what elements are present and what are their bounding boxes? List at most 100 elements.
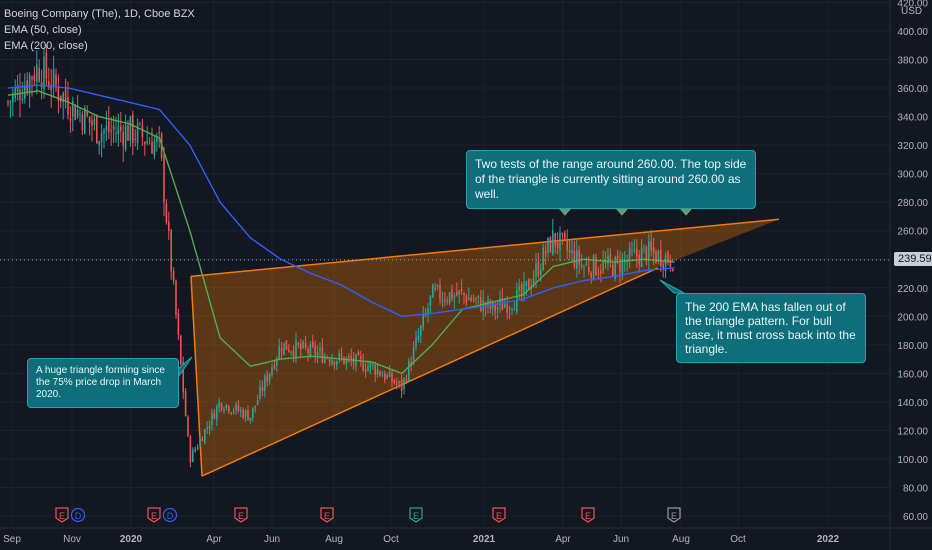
- callout-left-pointer: [178, 356, 193, 378]
- candle-body: [345, 357, 348, 364]
- candle-body: [132, 114, 134, 143]
- candle-body: [266, 375, 268, 382]
- candle-body: [499, 298, 501, 305]
- candle-body: [165, 203, 168, 223]
- candle-body: [631, 250, 633, 252]
- candle-body: [122, 132, 124, 146]
- candle-body: [482, 299, 484, 312]
- candle-body: [196, 447, 199, 450]
- candle-body: [420, 325, 422, 336]
- dividend-marker-icon: [70, 507, 86, 523]
- candle-body: [177, 313, 180, 335]
- candle-body: [48, 81, 50, 88]
- candle-body: [172, 270, 175, 282]
- annotation-triangle-forming[interactable]: A huge triangle forming since the 75% pr…: [27, 358, 179, 408]
- candle-body: [7, 101, 9, 103]
- candle-body: [496, 307, 499, 310]
- x-tick-label: 2020: [120, 534, 143, 545]
- ema-200-label[interactable]: EMA (200, close): [4, 40, 88, 52]
- candle-body: [364, 369, 367, 372]
- candle-body: [72, 100, 74, 117]
- y-tick-label: 100.00: [897, 455, 928, 466]
- candle-body: [357, 352, 360, 356]
- annotation-ema-200[interactable]: The 200 EMA has fallen out of the triang…: [676, 293, 866, 363]
- candle-body: [100, 132, 103, 143]
- candle-body: [192, 450, 194, 462]
- candle-body: [405, 379, 408, 382]
- candle-body: [367, 365, 369, 371]
- candle-body: [429, 295, 432, 306]
- candle-body: [300, 344, 302, 350]
- candle-body: [237, 405, 240, 411]
- triangle-upper-line: [190, 218, 780, 278]
- candle-body: [43, 56, 45, 90]
- event-marker-label: E: [59, 511, 65, 521]
- candle-body: [520, 284, 523, 295]
- candle-body: [628, 247, 631, 260]
- candlesticks: [7, 44, 674, 468]
- candle-body: [249, 417, 252, 422]
- candle-body: [376, 369, 379, 375]
- candle-body: [312, 341, 314, 347]
- candle-body: [441, 299, 444, 303]
- candle-body: [14, 88, 16, 99]
- candle-body: [636, 248, 638, 257]
- y-tick-label: 400.00: [897, 27, 928, 38]
- candle-body: [187, 416, 189, 436]
- candle-body: [660, 250, 662, 267]
- candle-body: [223, 409, 225, 411]
- candle-body: [244, 410, 247, 418]
- candle-body: [285, 340, 288, 350]
- candle-body: [31, 76, 33, 80]
- event-marker-label: E: [496, 511, 502, 521]
- candle-body: [460, 288, 463, 292]
- candle-body: [393, 379, 396, 384]
- candle-body: [352, 358, 355, 364]
- candle-body: [669, 259, 672, 268]
- candle-body: [408, 360, 410, 382]
- candle-body: [542, 247, 544, 271]
- candle-body: [283, 342, 285, 355]
- candle-body: [547, 237, 549, 253]
- y-tick-label: 60.00: [903, 512, 928, 523]
- earnings-marker-icon: [667, 507, 681, 523]
- candle-body: [470, 297, 472, 301]
- candle-body: [242, 410, 244, 418]
- annotation-range-tests[interactable]: Two tests of the range around 260.00. Th…: [466, 150, 756, 209]
- candle-body: [614, 256, 616, 279]
- candle-body: [664, 255, 667, 272]
- ema-50-label[interactable]: EMA (50, close): [4, 24, 82, 36]
- candle-body: [151, 141, 153, 154]
- candle-body: [554, 233, 556, 245]
- symbol-title[interactable]: Boeing Company (The), 1D, Cboe BZX: [4, 8, 195, 20]
- candle-body: [216, 406, 218, 420]
- candle-body: [465, 296, 468, 303]
- candle-body: [19, 89, 21, 100]
- candle-body: [230, 412, 232, 414]
- candle-body: [247, 410, 249, 421]
- candle-body: [288, 349, 290, 352]
- candle-body: [621, 258, 624, 276]
- earnings-marker-icon: [55, 507, 69, 523]
- candle-body: [348, 356, 350, 358]
- candle-body: [511, 309, 513, 311]
- candle-body: [444, 299, 446, 301]
- candle-body: [566, 240, 568, 251]
- candle-body: [336, 360, 338, 365]
- candle-body: [144, 142, 146, 144]
- candle-body: [585, 264, 588, 266]
- candle-body: [98, 141, 100, 145]
- event-marker-label: E: [671, 511, 677, 521]
- candle-body: [24, 85, 26, 99]
- candle-body: [487, 299, 489, 306]
- candle-body: [523, 282, 525, 296]
- y-tick-label: 340.00: [897, 113, 928, 124]
- candle-body: [612, 264, 614, 277]
- candle-body: [110, 130, 112, 132]
- candle-body: [535, 263, 537, 277]
- candle-body: [76, 109, 79, 117]
- candle-body: [386, 374, 388, 379]
- candle-body: [439, 284, 441, 300]
